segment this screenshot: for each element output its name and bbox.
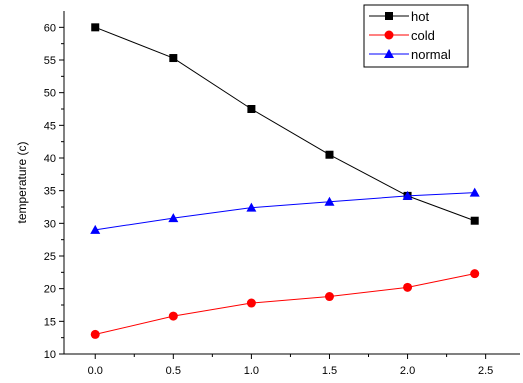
y-tick-label: 60 bbox=[44, 22, 56, 34]
legend-label-hot: hot bbox=[411, 9, 429, 24]
x-tick-label: 1.5 bbox=[322, 365, 337, 377]
y-tick-label: 55 bbox=[44, 55, 56, 67]
x-tick-label: 0.5 bbox=[166, 365, 181, 377]
axes-layer: 10 15 20 25 30 35 40 45 50 55 60 0.0 0.5 1.0 1.5 2.0 2.5… bbox=[15, 11, 520, 377]
data-point-hot bbox=[91, 23, 100, 32]
data-point-cold bbox=[470, 269, 480, 279]
legend-marker-hot bbox=[385, 12, 393, 20]
legend-marker-normal bbox=[384, 49, 394, 58]
y-axis-title: temperature (c) bbox=[15, 141, 29, 223]
legend-box bbox=[363, 4, 469, 68]
data-point-hot bbox=[470, 216, 479, 225]
data-point-hot bbox=[325, 150, 334, 159]
data-point-normal bbox=[246, 202, 257, 212]
series-normal bbox=[90, 187, 480, 234]
x-tick-label: 2.0 bbox=[400, 365, 415, 377]
data-point-cold bbox=[324, 292, 334, 302]
data-point-normal bbox=[324, 196, 335, 206]
x-tick-label: 2.5 bbox=[478, 365, 493, 377]
data-point-normal bbox=[90, 224, 101, 234]
data-point-cold bbox=[168, 311, 178, 321]
data-point-hot bbox=[247, 105, 256, 113]
y-tick-label: 10 bbox=[44, 349, 56, 361]
legend: hot cold normal bbox=[363, 4, 469, 68]
y-tick-label: 15 bbox=[44, 316, 56, 328]
legend-label-normal: normal bbox=[411, 47, 451, 62]
y-tick-label: 35 bbox=[44, 186, 56, 198]
legend-label-cold: cold bbox=[411, 28, 435, 43]
series-layer bbox=[90, 23, 480, 339]
y-tick-label: 40 bbox=[44, 153, 56, 165]
data-point-cold bbox=[403, 282, 413, 292]
series-line-normal bbox=[95, 192, 475, 231]
y-tick-label: 20 bbox=[44, 284, 56, 296]
data-point-hot bbox=[169, 54, 178, 63]
x-tick-label: 1.0 bbox=[244, 365, 259, 377]
data-point-cold bbox=[90, 329, 100, 339]
data-point-normal bbox=[402, 190, 413, 200]
data-point-normal bbox=[168, 213, 179, 223]
series-cold bbox=[90, 269, 480, 339]
y-tick-label: 50 bbox=[44, 88, 56, 100]
y-tick-label: 45 bbox=[44, 120, 56, 132]
data-point-cold bbox=[246, 298, 256, 308]
y-tick-label: 25 bbox=[44, 251, 56, 263]
data-point-normal bbox=[469, 187, 480, 197]
series-line-cold bbox=[95, 273, 475, 335]
x-tick-label: 0.0 bbox=[88, 365, 103, 377]
y-tick-label: 30 bbox=[44, 218, 56, 230]
series-line-hot bbox=[95, 26, 475, 222]
legend-marker-cold bbox=[384, 30, 394, 40]
